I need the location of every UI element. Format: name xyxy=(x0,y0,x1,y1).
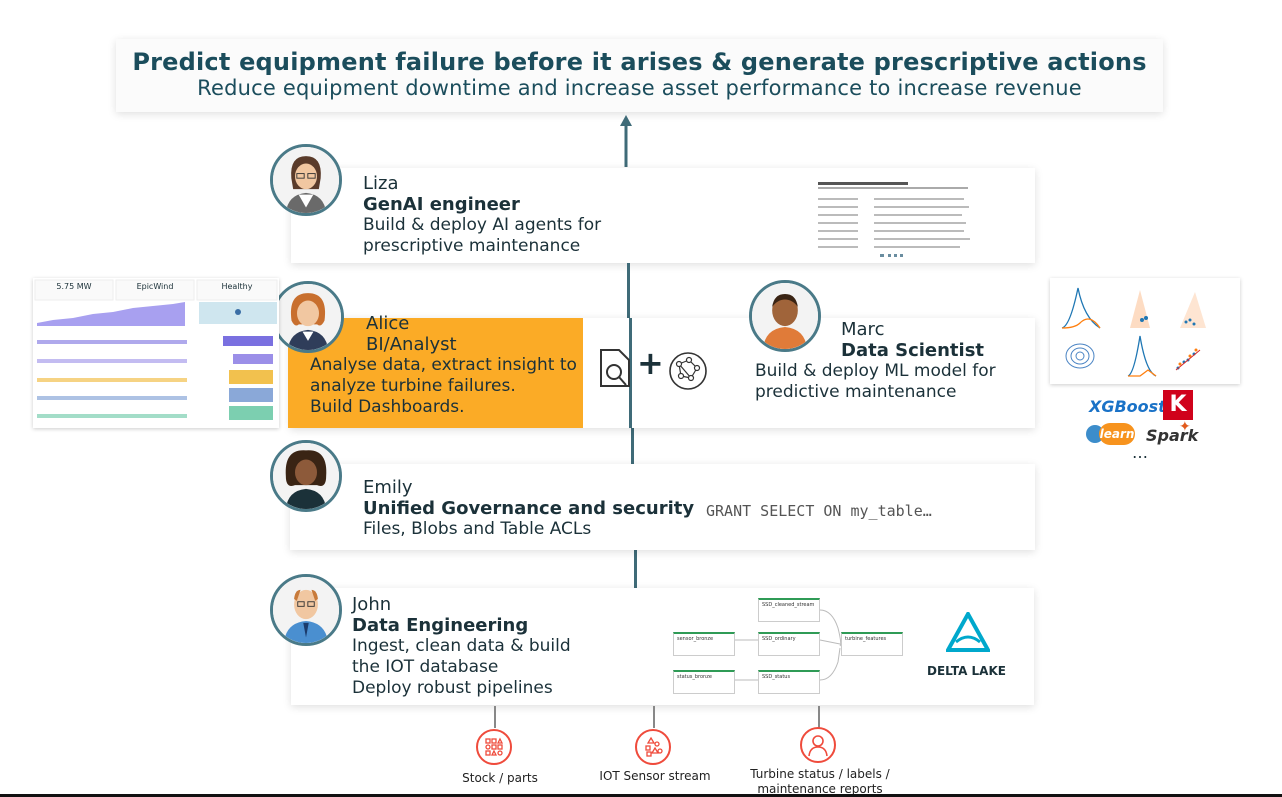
shapes-icon xyxy=(476,729,512,765)
pipeline-node: SSD_status xyxy=(758,670,820,694)
john-avatar xyxy=(270,574,342,646)
marc-avatar xyxy=(749,280,821,352)
persona-desc: Ingest, clean data & build xyxy=(352,636,571,656)
flow-line xyxy=(634,550,637,588)
persona-desc: Analyse data, extract insight to xyxy=(310,355,577,375)
persona-name: John xyxy=(352,594,392,615)
persona-desc: Build & deploy ML model for xyxy=(755,361,996,381)
keras-logo: K xyxy=(1163,390,1193,420)
spark-logo: Spark xyxy=(1146,426,1199,445)
pipeline-node: status_bronze xyxy=(673,670,735,694)
alice-text: Alice BI/Analyst Analyse data, extract i… xyxy=(310,313,577,418)
persona-name: Alice xyxy=(366,313,410,334)
persona-role: BI/Analyst xyxy=(366,334,457,355)
goal-subtitle: Reduce equipment downtime and increase a… xyxy=(197,76,1082,100)
emily-text: Emily Unified Governance and security Fi… xyxy=(363,477,694,540)
source-label: Turbine status / labels / maintenance re… xyxy=(750,767,890,796)
flow-line xyxy=(631,428,634,464)
persona-desc: Deploy robust pipelines xyxy=(352,678,553,698)
kpi-power: 5.75 MW xyxy=(56,282,92,291)
ml-plots-screenshot xyxy=(1050,278,1240,384)
spark-star-icon: ✦ xyxy=(1179,419,1191,435)
persona-desc: predictive maintenance xyxy=(755,382,957,402)
network-brain-icon xyxy=(669,352,707,390)
plus-icon: + xyxy=(637,344,664,382)
sensor-icon xyxy=(635,729,671,765)
persona-desc: Build Dashboards. xyxy=(310,397,465,417)
sklearn-logo: learn xyxy=(1099,423,1135,445)
source-label: IOT Sensor stream xyxy=(599,769,711,783)
agent-table-screenshot xyxy=(818,180,976,258)
kpi-farm: EpicWind xyxy=(136,282,174,291)
liza-avatar xyxy=(270,144,342,216)
flow-line xyxy=(627,263,630,318)
liza-text: Liza GenAI engineer Build & deploy AI ag… xyxy=(363,173,601,257)
persona-desc: Files, Blobs and Table ACLs xyxy=(363,519,592,539)
persona-name: Liza xyxy=(363,173,399,194)
john-text: John Data Engineering Ingest, clean data… xyxy=(352,594,571,699)
persona-role: GenAI engineer xyxy=(363,194,520,215)
grant-sql-snippet: GRANT SELECT ON my_table… xyxy=(706,502,932,520)
emily-card xyxy=(290,464,1035,550)
source-connector xyxy=(818,706,820,728)
source-connector xyxy=(653,706,655,728)
persona-desc: analyze turbine failures. xyxy=(310,376,516,396)
john-card xyxy=(291,588,1034,705)
pipeline-node: SSD_cleaned_stream xyxy=(758,598,820,622)
delta-lake-icon xyxy=(946,612,990,652)
user-icon xyxy=(800,727,836,763)
bottom-border xyxy=(0,794,1282,797)
persona-role: Data Scientist xyxy=(841,340,985,361)
kpi-status: Healthy xyxy=(221,282,253,291)
pipeline-node: sensor_bronze xyxy=(673,632,735,656)
pipeline-node: SSD_ordinary xyxy=(758,632,820,656)
marc-text: Marc Data Scientist Build & deploy ML mo… xyxy=(755,319,996,403)
delta-lake-label: DELTA LAKE xyxy=(927,664,1006,678)
persona-role: Unified Governance and security xyxy=(363,498,695,519)
persona-name: Marc xyxy=(841,319,885,340)
persona-name: Emily xyxy=(363,477,413,498)
document-search-icon xyxy=(600,349,630,387)
emily-avatar xyxy=(270,440,342,512)
goal-banner: Predict equipment failure before it aris… xyxy=(116,39,1163,112)
persona-desc: the IOT database xyxy=(352,657,499,677)
source-connector xyxy=(494,706,496,728)
persona-desc: Build & deploy AI agents for xyxy=(363,215,602,235)
flow-line xyxy=(629,318,632,428)
dashboard-screenshot: 5.75 MW EpicWind Healthy xyxy=(33,278,279,428)
goal-title: Predict equipment failure before it aris… xyxy=(132,48,1147,76)
alice-avatar xyxy=(272,281,344,353)
more-libraries: … xyxy=(1132,443,1148,462)
source-label: Stock / parts xyxy=(462,771,538,785)
persona-role: Data Engineering xyxy=(352,615,529,636)
pipeline-edges xyxy=(734,609,842,681)
persona-desc: prescriptive maintenance xyxy=(363,236,581,256)
up-arrow-icon xyxy=(620,115,632,167)
xgboost-logo: XGBoost xyxy=(1089,397,1166,416)
pipeline-node: turbine_features xyxy=(841,632,903,656)
